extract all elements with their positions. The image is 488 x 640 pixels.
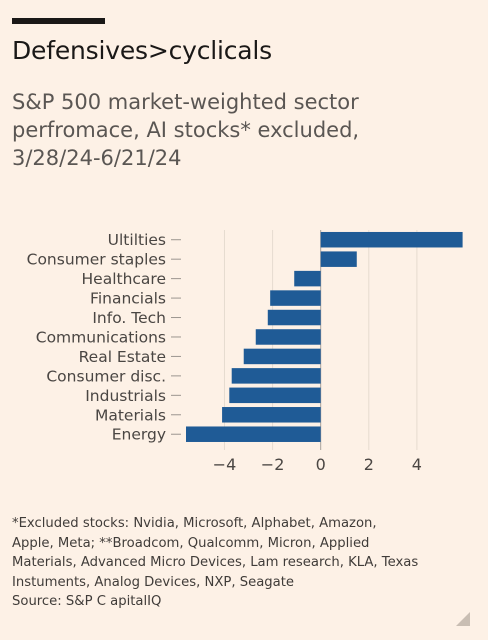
x-tick-label: 2 (364, 455, 374, 474)
category-label: Financials (90, 290, 166, 308)
category-label: Ultilties (108, 231, 166, 249)
bar (186, 426, 321, 442)
footnote: *Excluded stocks: Nvidia, Microsoft, Alp… (12, 514, 474, 612)
bar (320, 251, 357, 267)
bar (294, 270, 321, 287)
footnote-line: Apple, Meta; **Broadcom, Qualcomm, Micro… (12, 535, 370, 551)
category-label: Communications (36, 328, 166, 346)
bar (222, 407, 321, 423)
bar (267, 309, 321, 326)
x-tick-labels: −4 −2 0 2 4 (213, 455, 422, 474)
footnote-line: Instuments, Analog Devices, NXP, Seagate (12, 574, 295, 590)
category-label: Consumer disc. (46, 367, 166, 385)
bar (320, 231, 463, 248)
x-tick-label: −4 (213, 455, 237, 474)
bar (270, 290, 321, 306)
footnote-line: *Excluded stocks: Nvidia, Microsoft, Alp… (12, 516, 377, 531)
title-accent-bar (12, 18, 105, 24)
bar (255, 329, 321, 345)
chart-subtitle: S&P 500 market-weighted sector perfromac… (12, 90, 360, 170)
bar (229, 387, 321, 404)
bar (231, 368, 321, 384)
footnote-line: Materials, Advanced Micro Devices, Lam r… (12, 555, 419, 570)
source-note: Source: S&P C apitalIQ (12, 594, 162, 609)
x-tick-label: 0 (316, 455, 326, 474)
bars (186, 231, 463, 442)
x-tick-label: −2 (261, 455, 285, 474)
category-label: Info. Tech (92, 309, 166, 327)
x-tick-label: 4 (412, 455, 422, 474)
category-label: Healthcare (82, 270, 167, 288)
resize-corner-icon (456, 612, 470, 626)
category-label: Consumer staples (27, 251, 166, 269)
category-label: Materials (95, 406, 166, 424)
chart-title: Defensives>cyclicals (12, 36, 272, 65)
category-label: Energy (112, 426, 166, 444)
bar (243, 348, 321, 365)
category-label: Real Estate (79, 348, 166, 366)
category-label: Industrials (85, 387, 166, 405)
